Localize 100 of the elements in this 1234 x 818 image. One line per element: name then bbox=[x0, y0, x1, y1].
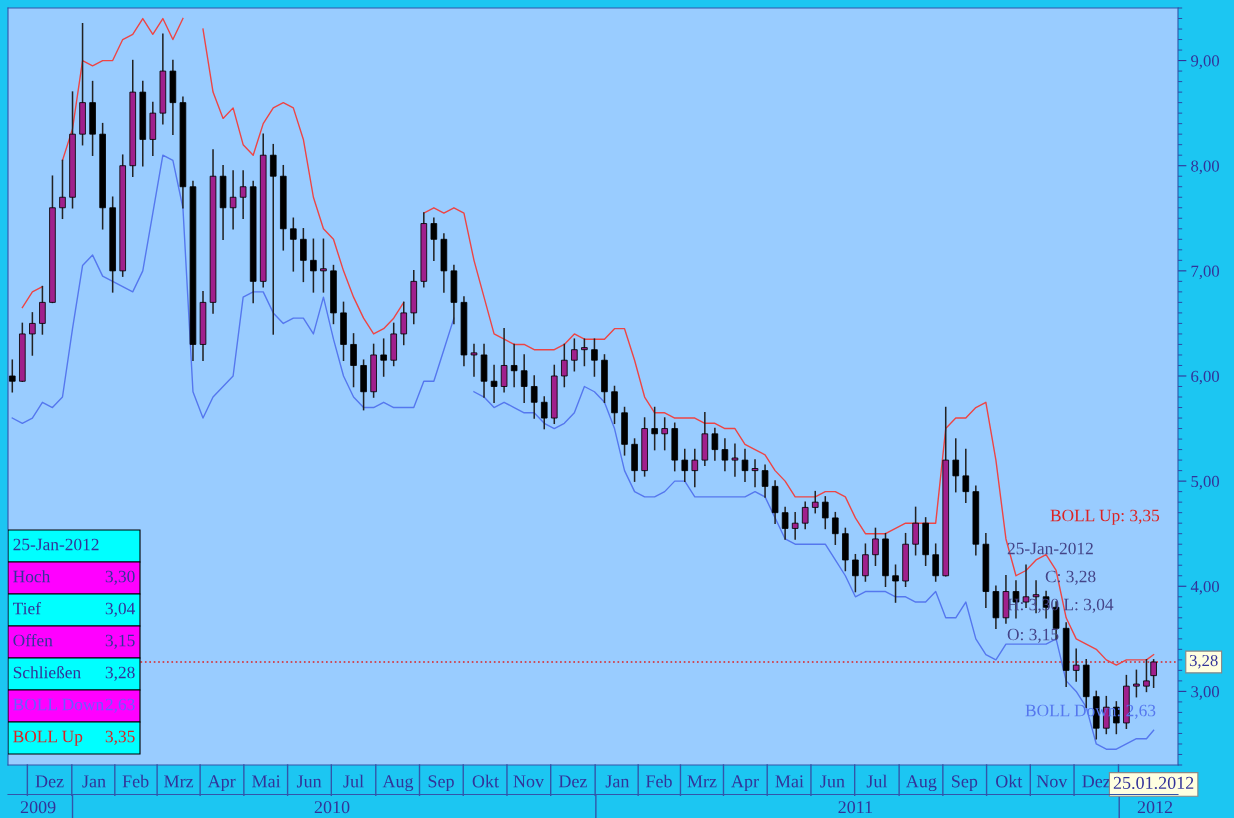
annotation: BOLL Up: 3,35 bbox=[1050, 509, 1160, 525]
candlestick bbox=[731, 443, 739, 477]
candlestick bbox=[1133, 669, 1140, 698]
x-tick-label: Jul bbox=[866, 774, 888, 788]
candlestick bbox=[892, 564, 899, 603]
candlestick bbox=[530, 375, 538, 419]
annotation: 3,35 bbox=[105, 730, 135, 745]
candlestick bbox=[761, 464, 769, 498]
annotation: 3,04 bbox=[105, 602, 136, 617]
x-tick-label: Mrz bbox=[687, 775, 717, 788]
candlestick bbox=[661, 417, 668, 451]
candlestick bbox=[320, 238, 327, 293]
candlestick bbox=[1022, 564, 1030, 609]
x-tick-label: Apr bbox=[207, 775, 236, 792]
x2-tick-label: 2009 bbox=[20, 801, 56, 814]
candlestick bbox=[791, 511, 799, 540]
y-tick-label: 8,00 bbox=[1191, 160, 1220, 175]
x2-tick-label: 2012 bbox=[1137, 801, 1173, 814]
candlestick bbox=[821, 496, 829, 530]
candlestick bbox=[591, 338, 598, 377]
annotation: 3,15 bbox=[105, 634, 135, 649]
candlestick bbox=[300, 228, 307, 283]
annotation: BOLL Up bbox=[13, 730, 83, 746]
x-tick-label: Mai bbox=[252, 775, 281, 788]
candlestick bbox=[39, 285, 46, 335]
x-tick-label: Nov bbox=[513, 775, 545, 788]
candlestick bbox=[932, 543, 939, 582]
candlestick bbox=[651, 406, 658, 451]
annotation: 3,28 bbox=[105, 666, 135, 681]
x-tick-label: Okt bbox=[472, 774, 499, 788]
x-tick-label: Dez bbox=[35, 775, 64, 788]
annotation: Tief bbox=[12, 601, 41, 615]
candlestick bbox=[912, 506, 919, 556]
annotation: Offen bbox=[13, 633, 53, 647]
x-tick-label: Sep bbox=[952, 775, 978, 792]
candlestick bbox=[540, 396, 548, 430]
candlestick bbox=[29, 312, 36, 356]
x2-tick-label: 2010 bbox=[314, 801, 350, 814]
candlestick bbox=[581, 338, 588, 367]
candlestick bbox=[380, 338, 387, 377]
x-tick-label: Feb bbox=[645, 774, 672, 788]
candlestick bbox=[1143, 659, 1150, 693]
candlestick bbox=[872, 527, 879, 567]
candlestick bbox=[721, 438, 729, 472]
candlestick bbox=[832, 511, 839, 545]
annotation: Schließen bbox=[13, 665, 81, 679]
candlestick bbox=[571, 338, 578, 372]
x-tick-label: Jun bbox=[820, 775, 845, 788]
x-tick-label: Jan bbox=[605, 775, 630, 788]
candlestick bbox=[801, 501, 809, 530]
candlestick bbox=[9, 359, 16, 393]
candlestick bbox=[310, 238, 317, 293]
candlestick bbox=[862, 543, 869, 582]
candlestick bbox=[952, 438, 960, 493]
candlestick bbox=[1150, 659, 1157, 688]
candlestick bbox=[751, 459, 759, 488]
y-tick-label: 4,00 bbox=[1190, 580, 1220, 595]
candlestick bbox=[490, 364, 498, 404]
candlestick bbox=[561, 343, 568, 388]
ref-line-label: 3,28 bbox=[1189, 654, 1218, 669]
annotation: 25-Jan-2012 bbox=[13, 538, 99, 551]
x2-tick-label: 2011 bbox=[838, 801, 873, 814]
candlestick bbox=[269, 143, 277, 335]
candlestick bbox=[681, 448, 689, 482]
x-tick-label: Jul bbox=[343, 774, 364, 788]
x-tick-label: Apr bbox=[731, 775, 759, 792]
x-tick-label: Mrz bbox=[164, 775, 194, 788]
candlestick bbox=[350, 333, 357, 388]
y-tick-label: 5,00 bbox=[1191, 475, 1220, 490]
annotation: BOLL Down bbox=[13, 698, 104, 711]
candlestick bbox=[1072, 648, 1080, 682]
x-tick-label: Jan bbox=[82, 775, 106, 788]
annotation: 2,63 bbox=[105, 698, 135, 713]
candlestick bbox=[239, 170, 247, 220]
x-tick-label: Mai bbox=[775, 775, 804, 788]
candlestick bbox=[59, 159, 66, 220]
x-tick-label: Dez bbox=[1082, 775, 1111, 788]
y-tick-label: 3,00 bbox=[1191, 686, 1220, 700]
candlestick bbox=[229, 170, 237, 230]
x-tick-label: Nov bbox=[1036, 775, 1068, 788]
y-tick-label: 6,00 bbox=[1191, 370, 1220, 385]
x-tick-label: Jun bbox=[296, 775, 322, 788]
y-tick-label: 7,00 bbox=[1191, 265, 1220, 280]
annotation: Hoch bbox=[13, 570, 51, 583]
candlestick bbox=[400, 301, 408, 346]
candlestick bbox=[470, 343, 478, 377]
candlestick bbox=[711, 427, 719, 461]
x-tick-label: Sep bbox=[428, 775, 454, 792]
candlestick bbox=[430, 217, 438, 262]
candlestick bbox=[852, 553, 859, 593]
text: 25.01.2012 bbox=[1113, 776, 1194, 790]
candlestick bbox=[741, 448, 749, 482]
x-tick-label: Aug bbox=[905, 775, 937, 792]
candlestick bbox=[500, 327, 508, 393]
candlestick bbox=[962, 448, 970, 503]
candlestick bbox=[691, 448, 699, 488]
candlestick bbox=[811, 490, 819, 514]
annotation: 3,30 bbox=[105, 570, 135, 585]
x-tick-label: Feb bbox=[122, 774, 149, 788]
candlestick bbox=[520, 354, 528, 404]
